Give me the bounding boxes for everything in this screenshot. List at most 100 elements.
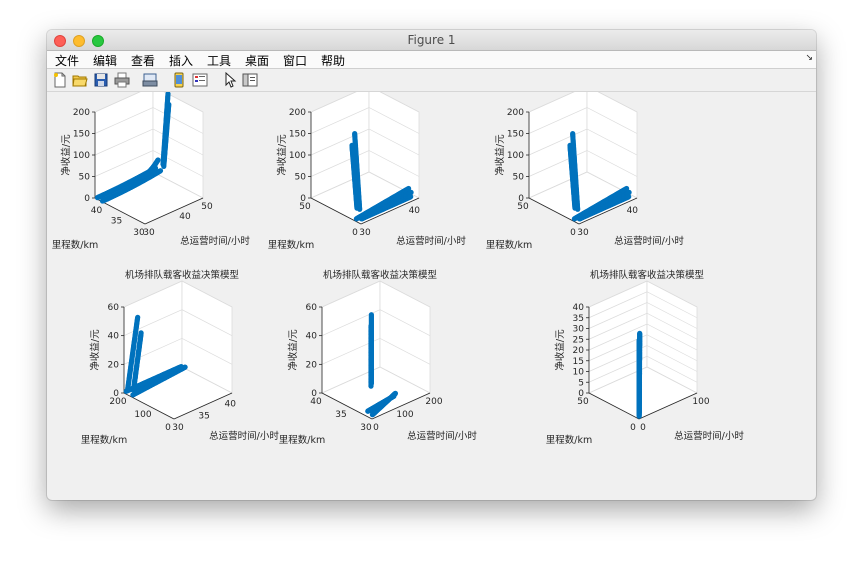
data-point	[352, 131, 358, 137]
z-tick-label: 200	[507, 108, 524, 118]
z-gridline	[588, 323, 698, 351]
y-axis-line	[588, 392, 640, 420]
data-point	[166, 101, 172, 108]
minimize-window-button[interactable]	[73, 35, 85, 47]
z-tick-label: 150	[73, 130, 90, 140]
z-gridline	[528, 128, 638, 156]
menu-window[interactable]: 窗口	[283, 54, 308, 68]
menu-view[interactable]: 查看	[131, 54, 156, 68]
data-point	[349, 142, 355, 148]
subplot-4[interactable]: 0 20 40 60 30 35 40 0 100 200 机场排队载客收益决策模型总运营时间/小时…	[81, 269, 280, 446]
print-icon[interactable]	[114, 72, 130, 88]
menu-edit[interactable]: 编辑	[93, 54, 118, 68]
menu-overflow-icon[interactable]: ↘	[805, 53, 813, 63]
z-gridline	[588, 345, 698, 372]
z-tick-label: 5	[578, 378, 584, 388]
y-tick-label: 0	[570, 228, 576, 238]
print-preview-icon[interactable]	[142, 72, 158, 88]
x-axis-label: 总运营时间/小时	[209, 430, 279, 442]
x-axis-line	[638, 392, 698, 420]
z-gridline	[310, 107, 420, 134]
y-axis-label: 里程数/km	[52, 239, 98, 251]
y-tick-label: 50	[299, 202, 311, 212]
data-cloud	[636, 330, 643, 419]
window-title: Figure 1	[407, 33, 456, 47]
x-tick-label: 0	[640, 423, 646, 433]
z-tick-label: 20	[108, 360, 120, 370]
z-gridline	[321, 309, 431, 336]
new-figure-icon[interactable]	[52, 72, 68, 88]
z-axis-label: 净收益/元	[276, 134, 288, 176]
z-tick-label: 50	[513, 173, 525, 183]
link-plot-icon[interactable]	[171, 72, 187, 88]
plot-area: 050100150200304050303540机场排队载客收益决策模型总运营时…	[47, 74, 816, 500]
x-axis-line	[578, 197, 638, 225]
x-tick-label: 40	[179, 212, 191, 222]
z-tick-label: 0	[578, 389, 584, 399]
open-file-icon[interactable]	[72, 72, 88, 88]
x-axis-label: 总运营时间/小时	[614, 235, 684, 247]
data-point	[179, 364, 185, 370]
subplot-3[interactable]: 0501001502003040050机场排队载客收益决策模型总运营时间/小时里…	[486, 74, 685, 251]
z-tick-label: 0	[300, 194, 306, 204]
x-tick-label: 100	[692, 397, 709, 407]
property-editor-icon[interactable]	[242, 72, 258, 88]
x-tick-label: 40	[409, 206, 421, 216]
subplot-2[interactable]: 0501001502003040050机场排队载客收益决策模型总运营时间/小时里…	[268, 74, 467, 251]
z-gridline	[123, 337, 233, 365]
x-tick-label: 200	[425, 397, 442, 407]
data-point	[570, 131, 576, 137]
data-point	[624, 185, 630, 192]
save-icon[interactable]	[93, 72, 109, 88]
y-axis-label: 里程数/km	[279, 434, 325, 446]
x-tick-label: 40	[627, 206, 639, 216]
insert-legend-icon[interactable]	[192, 72, 208, 88]
y-tick-label: 30	[360, 423, 372, 433]
z-gridline	[588, 334, 698, 362]
subplot-title: 机场排队载客收益决策模型	[590, 269, 705, 281]
subplot-1[interactable]: 050100150200304050303540机场排队载客收益决策模型总运营时…	[52, 74, 251, 251]
subplot-6[interactable]: 05101520253035400100200050机场排队载客收益决策模型总运…	[47, 85, 744, 446]
menu-file[interactable]: 文件	[55, 54, 80, 68]
x-tick-label: 200	[47, 92, 56, 95]
data-point	[406, 185, 412, 192]
data-point	[155, 157, 161, 163]
z-gridline	[528, 107, 638, 134]
close-window-button[interactable]	[54, 35, 66, 47]
z-tick-label: 200	[73, 108, 90, 118]
menu-tools[interactable]: 工具	[207, 54, 232, 68]
title-bar[interactable]: Figure 1	[47, 30, 816, 51]
z-axis-label: 净收益/元	[554, 329, 566, 371]
z-tick-label: 0	[518, 194, 524, 204]
pointer-icon[interactable]	[222, 72, 238, 88]
zoom-window-button[interactable]	[92, 35, 104, 47]
z-gridline	[123, 309, 233, 336]
data-point	[391, 393, 397, 399]
data-point	[135, 314, 141, 320]
x-axis-label: 总运营时间/小时	[674, 430, 744, 442]
z-tick-label: 40	[108, 332, 120, 342]
y-tick-label: 0	[352, 228, 358, 238]
menu-desktop[interactable]: 桌面	[245, 54, 270, 68]
x-axis-line	[371, 392, 431, 420]
y-tick-label: 50	[577, 397, 589, 407]
z-gridline	[588, 366, 698, 394]
y-tick-label: 40	[91, 206, 103, 216]
data-cloud	[123, 314, 188, 398]
z-tick-label: 60	[306, 303, 318, 313]
z-tick-label: 20	[573, 346, 585, 356]
y-axis-line	[321, 392, 373, 420]
data-point	[368, 323, 374, 329]
menu-help[interactable]: 帮助	[321, 54, 346, 68]
x-tick-label: 50	[201, 202, 213, 212]
data-point	[626, 194, 632, 200]
z-gridline	[321, 337, 431, 365]
figure-canvas[interactable]: 050100150200304050303540机场排队载客收益决策模型总运营时…	[47, 74, 816, 500]
x-axis-label: 总运营时间/小时	[180, 235, 250, 247]
z-tick-label: 100	[289, 151, 306, 161]
menu-insert[interactable]: 插入	[169, 54, 194, 68]
subplot-5[interactable]: 0 20 40 60 0 100 200 30 35 40 机场排队载客收益决策模型总运营时间/小时…	[279, 269, 478, 446]
y-tick-label: 35	[111, 216, 122, 226]
z-tick-label: 30	[573, 325, 585, 335]
z-tick-label: 40	[306, 332, 318, 342]
